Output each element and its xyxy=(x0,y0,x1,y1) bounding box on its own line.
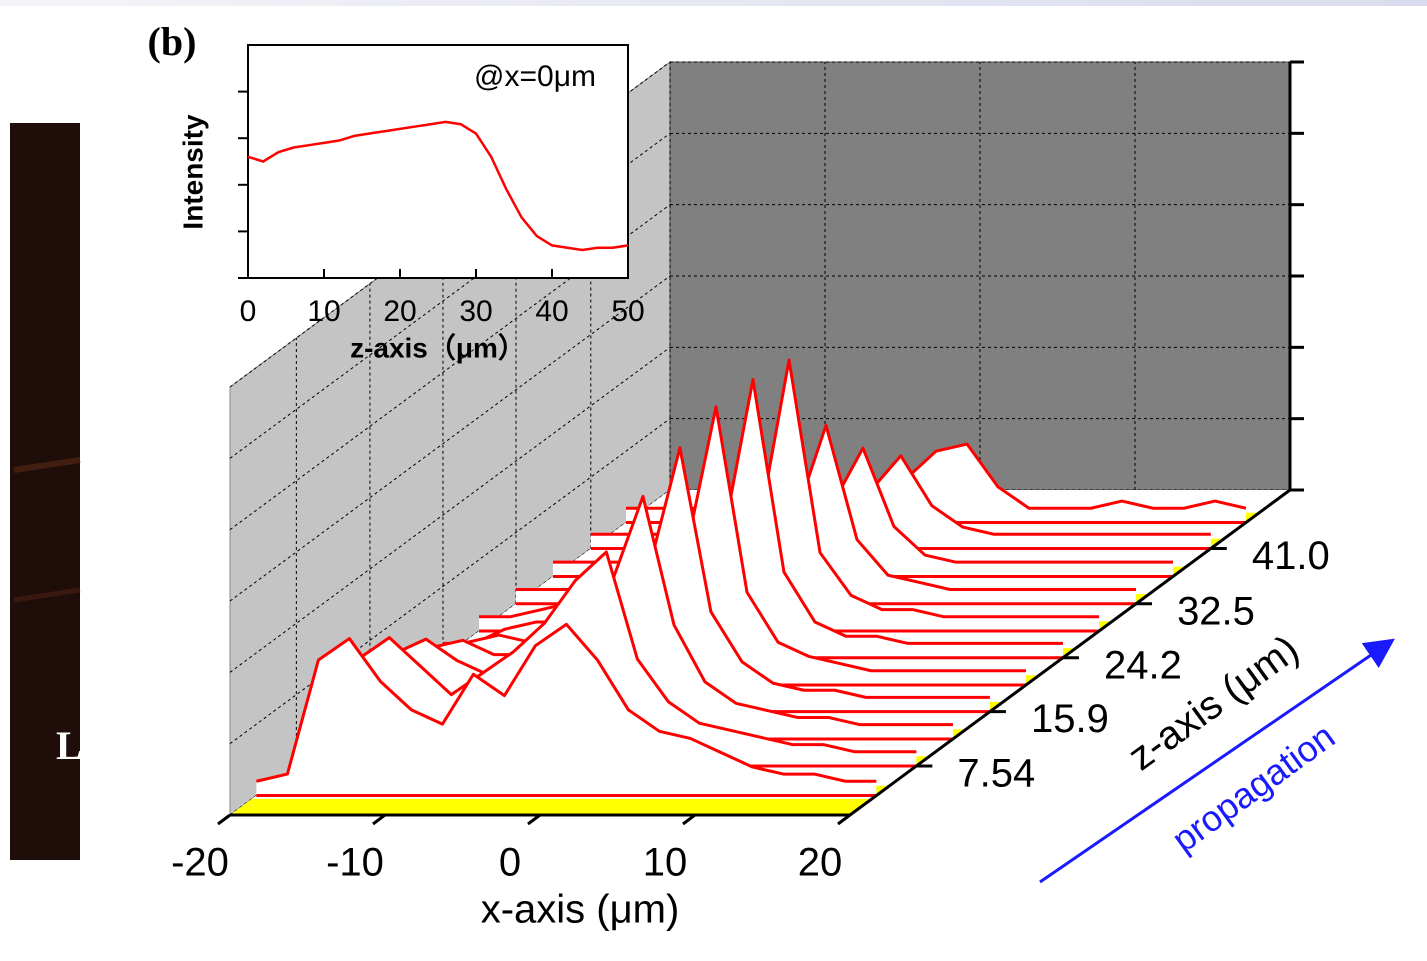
x-tick xyxy=(217,813,231,826)
slice-fill xyxy=(479,359,1100,632)
slice-line xyxy=(332,494,953,727)
grid-line xyxy=(229,61,671,388)
z-tick-label: 32.5 xyxy=(1177,589,1255,633)
slice-fill xyxy=(369,447,990,712)
slice-fill xyxy=(626,444,1246,523)
x-tick-label: 0 xyxy=(499,841,521,885)
annotation: @x=0μm xyxy=(474,60,596,93)
x-tick-label: 10 xyxy=(307,295,340,328)
x-tick-label: 0 xyxy=(240,295,257,328)
x-tick-label: 20 xyxy=(798,841,843,885)
slice-fill xyxy=(552,448,1173,577)
x-tick-label: -20 xyxy=(171,841,229,885)
x-tick xyxy=(527,813,541,826)
slice-line xyxy=(406,405,1026,673)
x-tick xyxy=(372,813,386,826)
intensity-line xyxy=(247,120,629,252)
x-tick-label: 40 xyxy=(535,295,568,328)
slice-line xyxy=(296,550,917,754)
side-image-streak xyxy=(13,457,81,473)
side-image-streak xyxy=(13,587,81,603)
x-tick-label: 50 xyxy=(611,295,644,328)
side-image xyxy=(10,123,80,860)
panel-label: (b) xyxy=(148,19,197,64)
inset-frame xyxy=(247,44,629,279)
z-axis xyxy=(849,488,1291,817)
slice-line xyxy=(369,446,990,699)
top-bar xyxy=(0,0,1427,6)
z-tick-label: 41.0 xyxy=(1252,534,1330,578)
slice-fill xyxy=(406,406,1026,685)
inset-chart: 0 10 20 30 40 50 @x=0μm z-axis（μm） Intensity xyxy=(177,44,645,363)
x-axis-label: x-axis (μm) xyxy=(481,888,680,932)
slice-fill xyxy=(442,379,1063,658)
grid-line xyxy=(229,346,671,673)
slice-fill xyxy=(590,455,1211,549)
z-tick-label: 15.9 xyxy=(1031,697,1109,741)
x-tick xyxy=(837,813,851,826)
z-tick-label: 7.54 xyxy=(957,752,1035,796)
z-tick-label: 24.2 xyxy=(1104,643,1182,687)
side-image-text: L xyxy=(56,723,83,768)
y-axis-label: Intensity xyxy=(177,114,208,230)
x-tick-label: 10 xyxy=(643,841,688,885)
grid-line xyxy=(229,275,671,602)
x-tick-label: 20 xyxy=(383,295,416,328)
floor-strip xyxy=(230,798,872,815)
grid-line xyxy=(229,418,671,745)
slice-line xyxy=(256,622,877,783)
x-tick xyxy=(682,813,696,826)
propagation-arrow xyxy=(1039,638,1395,884)
x-tick-label: -10 xyxy=(326,841,384,885)
grid-line xyxy=(229,132,671,459)
grid-line xyxy=(229,204,671,531)
slice-fill xyxy=(516,425,1136,604)
x-tick-label: 30 xyxy=(459,295,492,328)
x-axis-label: z-axis（μm） xyxy=(350,331,526,363)
